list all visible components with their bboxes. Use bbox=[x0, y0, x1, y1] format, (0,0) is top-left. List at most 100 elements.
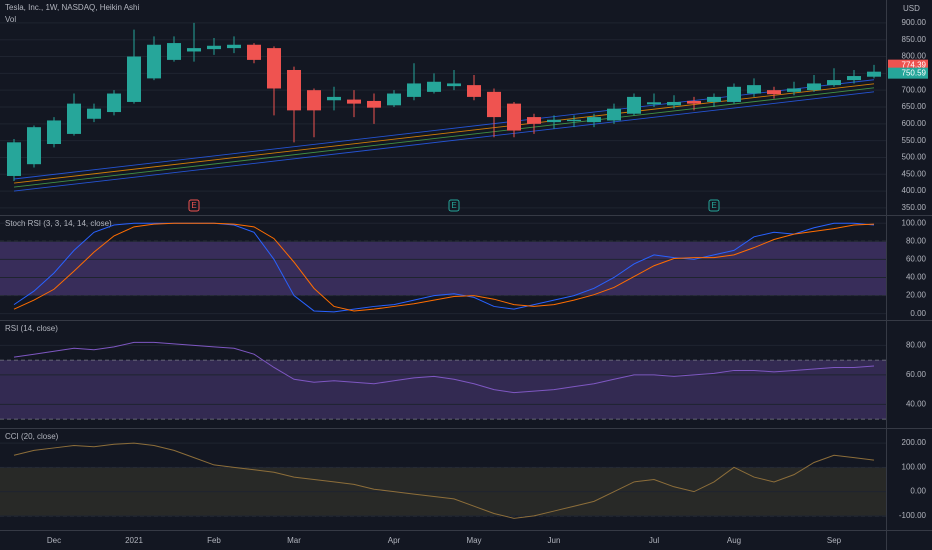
event-marker bbox=[188, 199, 200, 212]
x-tick-label: Jun bbox=[548, 536, 561, 545]
candle-body bbox=[7, 142, 21, 176]
y-tick-label: 0.00 bbox=[910, 487, 926, 496]
price-tag-label: 774.39 bbox=[902, 60, 927, 69]
candle-body bbox=[447, 83, 461, 87]
candle-body bbox=[407, 83, 421, 97]
y-tick-label: 550.00 bbox=[902, 136, 927, 145]
y-tick-label: 100.00 bbox=[902, 462, 927, 471]
y-tick-label: 20.00 bbox=[906, 291, 927, 300]
x-tick-label: Jul bbox=[649, 536, 659, 545]
y-tick-label: 350.00 bbox=[902, 203, 927, 212]
y-tick-label: 500.00 bbox=[902, 153, 927, 162]
y-tick-label: 650.00 bbox=[902, 102, 927, 111]
candle-body bbox=[107, 93, 121, 113]
band bbox=[0, 241, 886, 296]
candle-body bbox=[187, 48, 201, 52]
candle-body bbox=[267, 48, 281, 89]
line-series bbox=[13, 222, 875, 313]
candle-body bbox=[827, 80, 841, 86]
candle-body bbox=[227, 44, 241, 49]
y-tick-label: 200.00 bbox=[902, 438, 927, 447]
candle-body bbox=[527, 117, 541, 124]
pane-subtitle: Vol bbox=[5, 15, 16, 24]
event-label: E bbox=[711, 201, 716, 210]
x-tick-label: Dec bbox=[47, 536, 61, 545]
price-tag bbox=[888, 59, 928, 71]
y-tick-label: -100.00 bbox=[899, 511, 927, 520]
pane-title: RSI (14, close) bbox=[5, 324, 58, 333]
pane-title: CCI (20, close) bbox=[5, 432, 59, 441]
y-tick-label: 600.00 bbox=[902, 119, 927, 128]
channel-line bbox=[13, 87, 875, 188]
y-tick-label: 60.00 bbox=[906, 370, 927, 379]
candle-body bbox=[127, 56, 141, 102]
candle-body bbox=[507, 103, 521, 131]
event-marker bbox=[708, 199, 720, 212]
x-tick-label: Apr bbox=[388, 536, 401, 545]
channel-line bbox=[13, 91, 875, 192]
candle-body bbox=[787, 88, 801, 92]
y-tick-label: 40.00 bbox=[906, 273, 927, 282]
line-series bbox=[13, 442, 875, 519]
y-tick-label: 80.00 bbox=[906, 340, 927, 349]
event-label: E bbox=[451, 201, 456, 210]
candle-body bbox=[807, 83, 821, 91]
x-tick-label: May bbox=[466, 536, 481, 545]
x-tick-label: 2021 bbox=[125, 536, 143, 545]
candle-body bbox=[467, 85, 481, 97]
y-tick-label: 0.00 bbox=[910, 309, 926, 318]
pane-title: Stoch RSI (3, 3, 14, 14, close) bbox=[5, 219, 112, 228]
candle-body bbox=[147, 44, 161, 79]
y-tick-label: 900.00 bbox=[902, 18, 927, 27]
candle-body bbox=[707, 96, 721, 102]
x-tick-label: Feb bbox=[207, 536, 221, 545]
candle-body bbox=[47, 120, 61, 145]
candle-body bbox=[627, 96, 641, 114]
candle-body bbox=[587, 117, 601, 123]
y-tick-label: 450.00 bbox=[902, 169, 927, 178]
candle-body bbox=[547, 119, 561, 123]
candle-body bbox=[847, 76, 861, 81]
price-tag bbox=[888, 67, 928, 79]
candle-body bbox=[867, 71, 881, 77]
candle-body bbox=[727, 86, 741, 102]
y-tick-label: 80.00 bbox=[906, 236, 927, 245]
y-tick-label: 850.00 bbox=[902, 35, 927, 44]
x-tick-label: Aug bbox=[727, 536, 741, 545]
candle-body bbox=[27, 127, 41, 165]
y-tick-label: 40.00 bbox=[906, 399, 927, 408]
candle-body bbox=[427, 81, 441, 92]
currency: USD bbox=[903, 4, 920, 13]
candle-body bbox=[207, 45, 221, 50]
candle-body bbox=[687, 100, 701, 104]
y-tick-label: 700.00 bbox=[902, 85, 927, 94]
candle-body bbox=[87, 108, 101, 119]
x-tick-label: Sep bbox=[827, 536, 842, 545]
candle-body bbox=[487, 91, 501, 118]
candle-body bbox=[767, 90, 781, 95]
candle-body bbox=[607, 108, 621, 121]
line-series bbox=[13, 222, 875, 312]
y-tick-label: 800.00 bbox=[902, 52, 927, 61]
y-tick-label: 400.00 bbox=[902, 186, 927, 195]
candle-body bbox=[567, 119, 581, 122]
candle-body bbox=[667, 101, 681, 106]
candle-body bbox=[647, 102, 661, 105]
candle-body bbox=[167, 43, 181, 60]
candle-body bbox=[327, 96, 341, 101]
y-tick-label: 60.00 bbox=[906, 255, 927, 264]
candle-body bbox=[287, 69, 301, 111]
x-tick-label: Mar bbox=[287, 536, 301, 545]
band bbox=[0, 360, 886, 420]
candle-body bbox=[387, 93, 401, 106]
pane-title: Tesla, Inc., 1W, NASDAQ, Heikin Ashi bbox=[5, 3, 139, 12]
event-label: E bbox=[191, 201, 196, 210]
y-tick-label: 100.00 bbox=[902, 218, 927, 227]
candle-body bbox=[67, 103, 81, 134]
candle-body bbox=[307, 90, 321, 111]
price-tag-label: 750.59 bbox=[902, 68, 927, 77]
event-marker bbox=[448, 199, 460, 212]
candle-body bbox=[347, 99, 361, 104]
